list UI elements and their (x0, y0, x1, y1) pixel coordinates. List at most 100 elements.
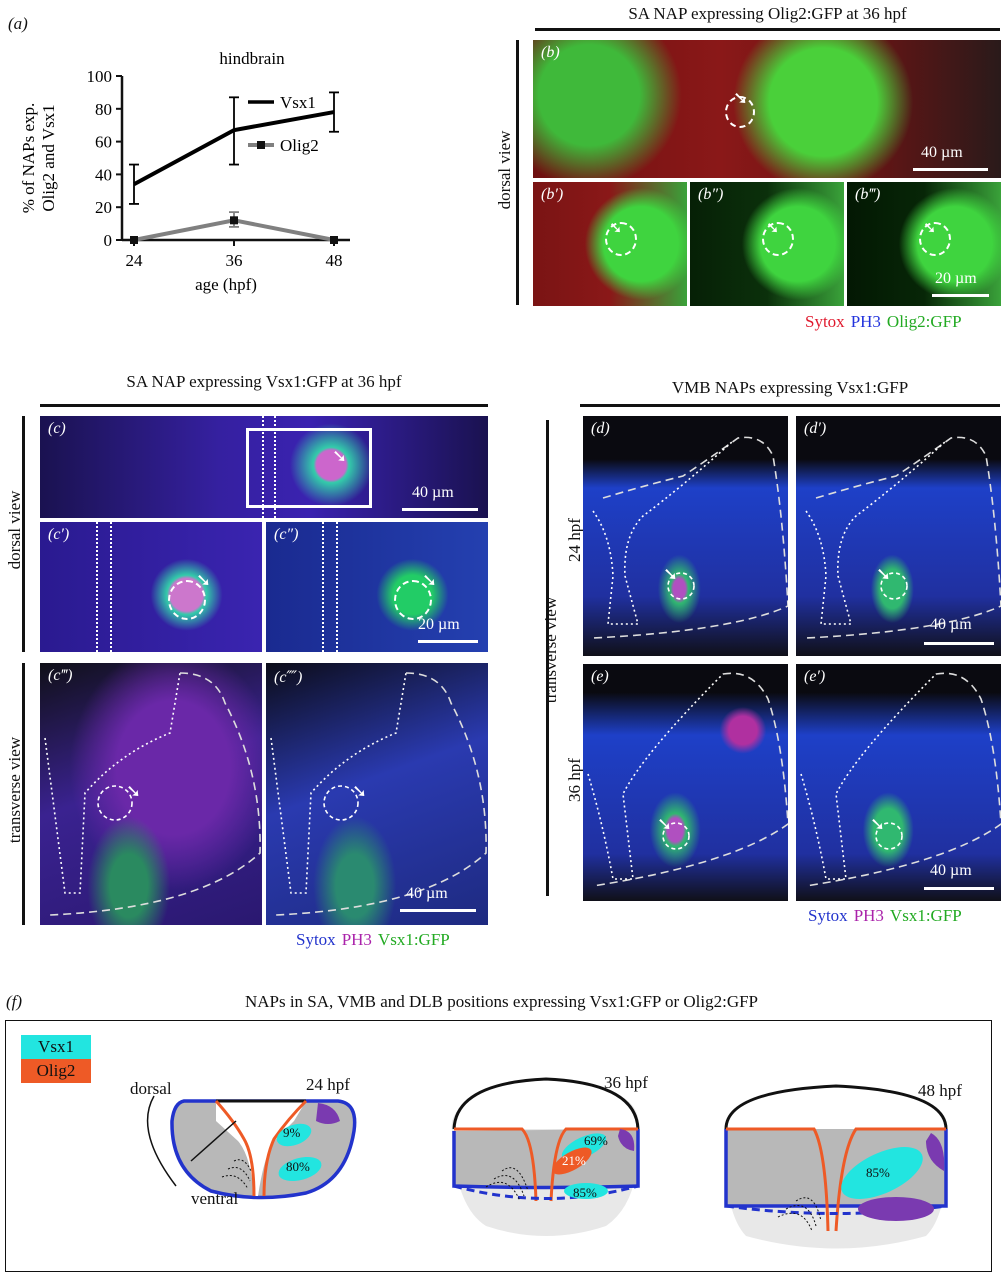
image-e-label: (e) (591, 668, 609, 685)
y-tick-label: 80 (95, 100, 112, 119)
image-d: (d) ➘ (583, 416, 788, 656)
tissue-outline (805, 436, 1001, 639)
y-tick-label: 100 (87, 67, 113, 86)
tissue-outline (587, 672, 788, 887)
zoom-box (246, 428, 372, 508)
legend-gfp: Vsx1:GFP (377, 930, 450, 949)
row-36hpf-label: 36 hpf (565, 758, 584, 802)
panel-de-channel-legend: Sytox PH3 Vsx1:GFP (808, 906, 968, 926)
pct-24-a: 9% (283, 1125, 301, 1140)
data-point (330, 236, 338, 244)
cell-outline (919, 222, 951, 256)
panel-a-chart: hindbrain 0 20 40 60 80 100 24 36 48 age (hpf) % of… (12, 40, 372, 320)
scale-bar (400, 909, 476, 912)
arrow-icon: ➘ (923, 220, 937, 237)
image-c4-label: (c⁗) (274, 669, 303, 686)
cell-outline (762, 222, 794, 256)
image-e1-label: (e′) (804, 668, 826, 685)
legend-ph3: PH3 (341, 930, 372, 949)
x-axis-label: age (hpf) (195, 275, 257, 294)
y-axis-label-line1: % of NAPs exp. (19, 103, 38, 214)
arrow-icon: ➘ (766, 220, 780, 237)
pct-36-b: 21% (562, 1153, 586, 1168)
image-c-label: (c) (48, 420, 66, 437)
image-c1: (c′) ➘ (40, 522, 262, 652)
legend-ph3: PH3 (850, 312, 881, 331)
axis-ventral-label: ventral (191, 1189, 239, 1208)
pct-48-a: 85% (866, 1165, 890, 1180)
image-c1-label: (c′) (48, 526, 70, 543)
scale-bar (924, 887, 994, 890)
panel-c-channel-legend: Sytox PH3 Vsx1:GFP (296, 930, 456, 950)
scale-label: 40 µm (930, 862, 972, 879)
arrow-icon: ➘ (422, 570, 438, 590)
image-c: (c) ➘ 40 µm (40, 416, 488, 518)
legend-vsx1-label: Vsx1 (280, 93, 316, 112)
scale-label: 40 µm (406, 885, 448, 902)
row-24hpf-label: 24 hpf (565, 518, 584, 562)
panel-c-rule (40, 404, 488, 407)
cell-outline (168, 580, 206, 620)
arrow-icon: ➘ (657, 814, 673, 834)
data-point (230, 216, 238, 225)
x-tick-label: 24 (126, 251, 144, 270)
arrow-icon: ➘ (352, 781, 368, 801)
legend-sytox: Sytox (296, 930, 336, 949)
cell-outline (725, 96, 755, 128)
image-e: (e) ➘ (583, 664, 788, 901)
neural-tube-schematic (146, 1077, 948, 1249)
scale-label: 20 µm (418, 616, 460, 633)
pct-24-b: 80% (286, 1159, 310, 1174)
stage-24-label: 24 hpf (306, 1075, 350, 1094)
scale-bar (932, 294, 989, 297)
schematic-frame: Vsx1 Olig2 dorsal (5, 1020, 992, 1272)
panel-de-title: VMB NAPs expressing Vsx1:GFP (671, 378, 909, 397)
tissue-outline (800, 672, 1001, 887)
arrow-icon: ➘ (733, 88, 749, 108)
arrow-icon: ➘ (332, 446, 348, 466)
legend-sytox: Sytox (808, 906, 848, 925)
cell-outline (605, 222, 637, 256)
panel-f-title: NAPs in SA, VMB and DLB positions expres… (244, 992, 759, 1011)
panel-c-transverse-bracket (22, 663, 25, 925)
panel-c-dorsal-bracket (22, 416, 25, 652)
arrow-icon: ➘ (196, 570, 212, 590)
legend-ph3: PH3 (853, 906, 884, 925)
x-tick-label: 48 (326, 251, 343, 270)
image-b1-label: (b′) (541, 186, 564, 203)
arrow-icon: ➘ (609, 220, 623, 237)
panel-c-dorsal-label: dorsal view (5, 490, 24, 570)
legend-gfp: Vsx1:GFP (889, 906, 962, 925)
x-tick-label: 36 (226, 251, 243, 270)
legend-gfp: Olig2:GFP (886, 312, 962, 331)
legend-olig2-label: Olig2 (280, 136, 319, 155)
y-tick-label: 20 (95, 198, 112, 217)
panel-b-rule (535, 28, 1000, 31)
scale-label: 40 µm (412, 484, 454, 501)
axis-dorsal-label: dorsal (130, 1079, 172, 1098)
image-b3-label: (b‴) (855, 186, 881, 203)
panel-c-transverse-label: transverse view (5, 736, 24, 844)
arrow-icon: ➘ (663, 564, 679, 584)
scale-label: 40 µm (921, 144, 963, 161)
chart-title: hindbrain (219, 49, 285, 68)
arrow-icon: ➘ (126, 781, 142, 801)
scale-bar (402, 508, 478, 511)
tissue-outline (44, 672, 261, 916)
panel-de-view-bracket (546, 420, 549, 896)
y-axis-label-line2: Olig2 and Vsx1 (39, 104, 58, 211)
cell-outline (394, 580, 432, 620)
arrow-icon: ➘ (870, 814, 886, 834)
image-e1: (e′) ➘ 40 µm (796, 664, 1001, 901)
midline-outline (322, 522, 338, 652)
scale-label: 40 µm (930, 616, 972, 633)
panel-b-title: SA NAP expressing Olig2:GFP at 36 hpf (628, 4, 907, 23)
key-vsx1: Vsx1 (21, 1035, 91, 1059)
midline-outline (262, 416, 276, 518)
scale-bar (924, 642, 994, 645)
panel-de-view-label: transverse view (541, 596, 560, 704)
panel-b-view-label: dorsal view (495, 130, 514, 210)
image-c2-label: (c″) (274, 526, 299, 543)
panel-c-title: SA NAP expressing Vsx1:GFP at 36 hpf (126, 372, 402, 391)
scale-bar (418, 640, 478, 643)
